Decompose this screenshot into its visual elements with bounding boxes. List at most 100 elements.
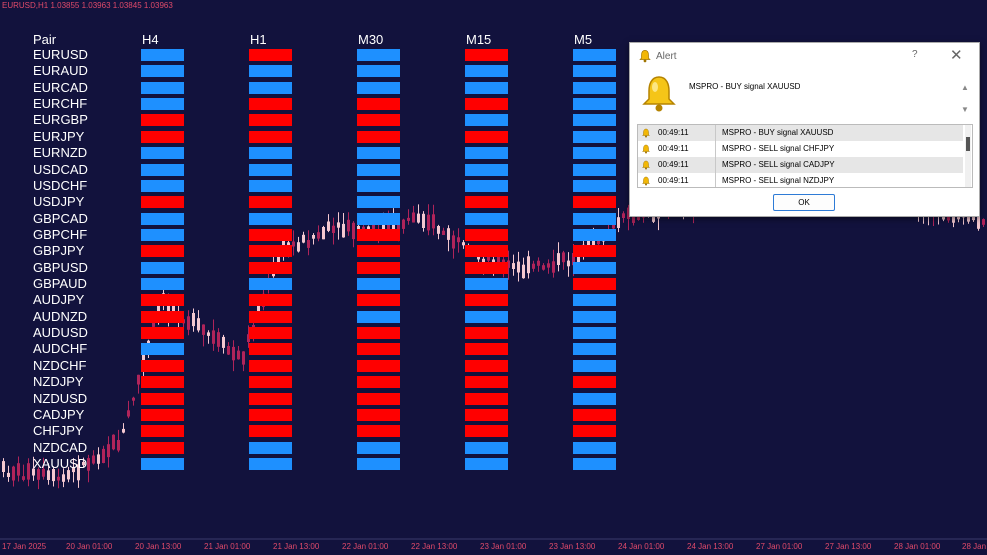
sell-signal-cell (141, 425, 184, 438)
buy-signal-cell (357, 163, 400, 176)
candle-body (402, 219, 405, 229)
sell-signal-cell (357, 294, 400, 307)
candle-body (427, 214, 430, 231)
candle-body (152, 322, 155, 327)
sell-signal-cell (357, 130, 400, 143)
candle-body (552, 261, 555, 273)
alert-history-row[interactable]: 00:49:11 MSPRO - SELL signal CHFJPY (638, 141, 963, 157)
buy-signal-cell (573, 98, 616, 111)
alert-dialog[interactable]: Alert ? ✕ MSPRO - BUY signal XAUUSD ▲ ▼ … (629, 42, 980, 217)
close-button[interactable]: ✕ (950, 47, 963, 64)
scrollbar-thumb[interactable] (966, 137, 970, 151)
buy-signal-cell (573, 294, 616, 307)
buy-signal-cell (357, 179, 400, 192)
candle-body (7, 472, 10, 477)
pair-label: GBPUSD (33, 259, 88, 275)
candle-body (42, 468, 45, 477)
timeframe-header: H4 (142, 32, 159, 47)
alert-text: MSPRO - SELL signal NZDJPY (722, 176, 835, 185)
column-divider (715, 157, 716, 173)
candle-body (337, 222, 340, 228)
timeframe-header: M5 (574, 32, 593, 47)
buy-signal-cell (573, 114, 616, 127)
date-label: 24 Jan 13:00 (687, 542, 734, 551)
buy-signal-cell (141, 261, 184, 274)
alert-history-list[interactable]: 00:49:11 MSPRO - BUY signal XAUUSD 00:49… (637, 124, 973, 188)
buy-signal-cell (465, 163, 508, 176)
candle-body (12, 466, 15, 481)
candle-body (537, 260, 540, 266)
alert-message: MSPRO - BUY signal XAUUSD (689, 82, 801, 91)
candle-body (432, 214, 435, 229)
candle-body (347, 219, 350, 232)
buy-signal-cell (249, 441, 292, 454)
sell-signal-cell (249, 425, 292, 438)
candle-body (242, 351, 245, 365)
sell-signal-cell (465, 98, 508, 111)
buy-signal-cell (465, 441, 508, 454)
sell-signal-cell (465, 130, 508, 143)
buy-signal-cell (141, 147, 184, 160)
buy-signal-cell (573, 359, 616, 372)
candle-body (52, 469, 55, 482)
alert-titlebar[interactable]: Alert ? ✕ (630, 43, 979, 69)
sell-signal-cell (465, 359, 508, 372)
alert-history-row[interactable]: 00:49:11 MSPRO - SELL signal CADJPY (638, 157, 963, 173)
candle-body (622, 213, 625, 218)
sell-signal-cell (249, 392, 292, 405)
candle-body (477, 256, 480, 260)
candle-body (32, 468, 35, 476)
candle-body (442, 230, 445, 235)
ok-button[interactable]: OK (773, 194, 835, 211)
candle-body (27, 463, 30, 480)
sell-signal-cell (249, 359, 292, 372)
candle-body (547, 263, 550, 268)
sell-signal-cell (249, 343, 292, 356)
buy-signal-cell (249, 179, 292, 192)
candle-body (227, 346, 230, 355)
alert-history-row[interactable]: 00:49:11 MSPRO - BUY signal XAUUSD (638, 125, 963, 141)
pair-label: XAUUSD (33, 456, 88, 471)
buy-signal-cell (465, 179, 508, 192)
bell-icon (642, 76, 676, 112)
date-label: 28 Jan 01:00 (894, 542, 941, 551)
buy-signal-cell (357, 196, 400, 209)
pair-label: EURNZD (33, 145, 88, 161)
buy-signal-cell (249, 163, 292, 176)
candle-body (507, 260, 510, 268)
candle-body (527, 256, 530, 274)
buy-signal-cell (357, 441, 400, 454)
buy-signal-cell (573, 49, 616, 61)
alert-history-row[interactable]: 00:49:11 MSPRO - SELL signal NZDJPY (638, 173, 963, 187)
buy-signal-cell (465, 278, 508, 291)
buy-signal-cell (573, 343, 616, 356)
sell-signal-cell (357, 261, 400, 274)
buy-signal-cell (573, 392, 616, 405)
buy-signal-cell (141, 65, 184, 78)
date-label: 23 Jan 01:00 (480, 542, 527, 551)
candle-body (977, 212, 980, 229)
list-scrollbar[interactable] (965, 125, 971, 187)
alert-text: MSPRO - BUY signal XAUUSD (722, 128, 834, 137)
sell-signal-cell (465, 376, 508, 389)
candle-body (37, 469, 40, 480)
buy-signal-cell (141, 163, 184, 176)
sell-signal-cell (465, 49, 508, 61)
candle-body (17, 463, 20, 476)
buy-signal-cell (249, 81, 292, 94)
candle-body (382, 221, 385, 234)
candle-body (62, 474, 65, 482)
scroll-down-icon[interactable]: ▼ (961, 105, 969, 114)
buy-signal-cell (249, 212, 292, 225)
timeframe-header: M15 (466, 32, 492, 47)
scroll-up-icon[interactable]: ▲ (961, 83, 969, 92)
buy-signal-cell (141, 343, 184, 356)
sell-signal-cell (249, 130, 292, 143)
candle-body (217, 332, 220, 347)
buy-signal-cell (573, 163, 616, 176)
candle-body (47, 470, 50, 480)
candle-body (82, 461, 85, 466)
buy-signal-cell (465, 458, 508, 470)
help-button[interactable]: ? (912, 49, 918, 60)
